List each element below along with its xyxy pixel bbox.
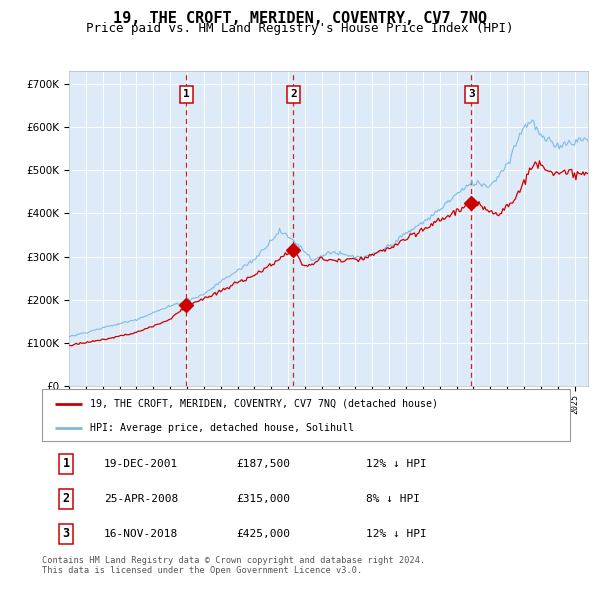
Text: 3: 3 [468,90,475,100]
Text: 2: 2 [63,492,70,506]
Text: £425,000: £425,000 [236,529,290,539]
Text: 8% ↓ HPI: 8% ↓ HPI [366,494,420,504]
Text: 1: 1 [63,457,70,470]
Text: Price paid vs. HM Land Registry's House Price Index (HPI): Price paid vs. HM Land Registry's House … [86,22,514,35]
Text: HPI: Average price, detached house, Solihull: HPI: Average price, detached house, Soli… [89,423,353,433]
Text: 19-DEC-2001: 19-DEC-2001 [104,459,178,469]
Text: 16-NOV-2018: 16-NOV-2018 [104,529,178,539]
Text: 3: 3 [63,527,70,540]
Text: £187,500: £187,500 [236,459,290,469]
Text: 25-APR-2008: 25-APR-2008 [104,494,178,504]
Text: 1: 1 [183,90,190,100]
Text: 12% ↓ HPI: 12% ↓ HPI [366,529,427,539]
Text: £315,000: £315,000 [236,494,290,504]
Text: 12% ↓ HPI: 12% ↓ HPI [366,459,427,469]
Text: 2: 2 [290,90,297,100]
Text: 19, THE CROFT, MERIDEN, COVENTRY, CV7 7NQ: 19, THE CROFT, MERIDEN, COVENTRY, CV7 7N… [113,11,487,25]
Text: 19, THE CROFT, MERIDEN, COVENTRY, CV7 7NQ (detached house): 19, THE CROFT, MERIDEN, COVENTRY, CV7 7N… [89,399,437,409]
Text: Contains HM Land Registry data © Crown copyright and database right 2024.
This d: Contains HM Land Registry data © Crown c… [42,556,425,575]
FancyBboxPatch shape [42,389,570,441]
